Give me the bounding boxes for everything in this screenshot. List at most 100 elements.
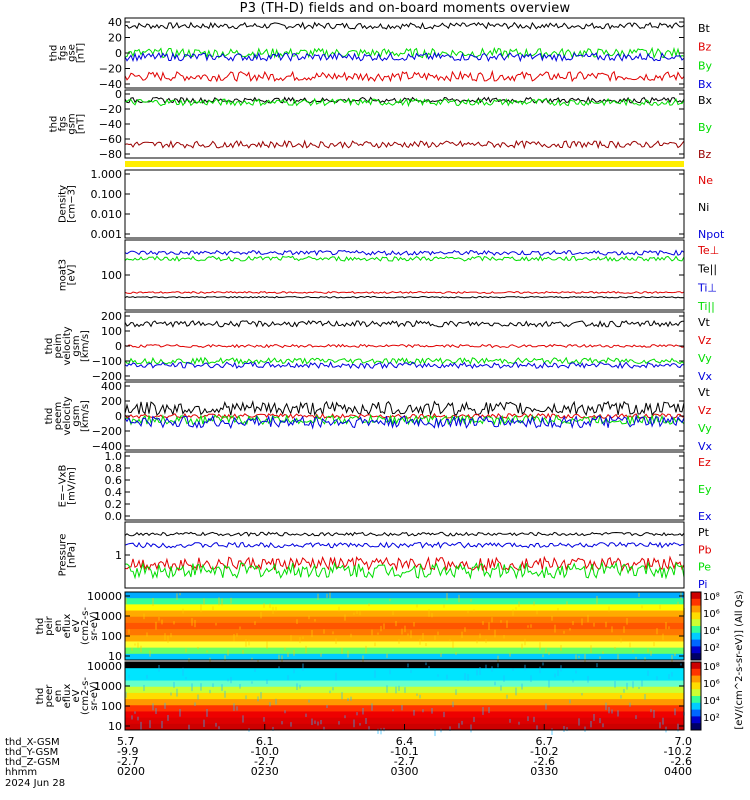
- spectrogram-band: [125, 604, 684, 612]
- spectrogram-texture: [599, 718, 601, 724]
- spectrogram-texture: [212, 606, 214, 611]
- panel-ylabel-line: eV: [71, 689, 82, 702]
- spectrogram-texture: [290, 722, 292, 727]
- spectrogram-texture: [131, 715, 133, 720]
- spectrogram-texture: [560, 665, 562, 672]
- spectrogram-texture: [473, 716, 475, 723]
- spectrogram-texture: [644, 657, 646, 662]
- spectrogram-texture: [566, 601, 568, 605]
- spectrogram-texture: [548, 651, 550, 655]
- spectrogram-texture: [533, 601, 535, 606]
- spectrogram-texture: [317, 593, 319, 600]
- spectrogram-texture: [326, 704, 328, 708]
- spectrogram-texture: [614, 681, 616, 688]
- legend-Bt: Bt: [698, 22, 711, 35]
- legend-Te||: Te||: [697, 263, 717, 276]
- ephemeris-value: 0400: [664, 765, 692, 778]
- spectrogram-texture: [530, 624, 532, 628]
- series-line-Bz: [124, 139, 685, 150]
- spectrogram-texture: [638, 686, 640, 690]
- spectrogram-texture: [680, 663, 682, 667]
- series-line-Te⊥: [124, 290, 685, 294]
- ephemeris-value: 0330: [530, 765, 558, 778]
- spectrogram-texture: [470, 724, 472, 733]
- panel-ylabel-line: eV: [71, 619, 82, 632]
- spectrogram-texture: [569, 699, 571, 704]
- panel-ylabel-line: fgs: [58, 116, 69, 131]
- spectrogram-texture: [449, 639, 451, 642]
- spectrogram-texture: [404, 687, 406, 693]
- spectrogram-texture: [431, 708, 433, 714]
- ephemeris-value: 7.0: [675, 735, 693, 748]
- legend-Bz: Bz: [698, 148, 712, 161]
- spectrogram-texture: [506, 620, 508, 628]
- spectrogram-texture: [446, 593, 448, 601]
- ephemeris-row-label: hhmm: [5, 767, 37, 778]
- spectrogram-texture: [479, 666, 481, 675]
- spectrogram-texture: [356, 712, 358, 716]
- ephemeris-value: 6.7: [536, 735, 554, 748]
- spectrogram-texture: [590, 645, 592, 653]
- spectrogram-texture: [647, 648, 649, 653]
- y-tick-label: 0.100: [91, 188, 123, 201]
- spectrogram-texture: [512, 609, 514, 616]
- colorbar-frame: [690, 591, 702, 661]
- spectrogram-texture: [134, 711, 136, 714]
- legend-Vz: Vz: [698, 404, 712, 417]
- spectrogram-texture: [149, 650, 151, 657]
- spectrogram-texture: [332, 631, 334, 635]
- spectrogram-texture: [131, 647, 133, 651]
- spectrogram-texture: [536, 610, 538, 615]
- legend-Ez: Ez: [698, 456, 711, 469]
- spectrogram-texture: [254, 621, 256, 625]
- spectrogram-texture: [239, 626, 241, 630]
- spectrogram-texture: [317, 721, 319, 726]
- y-tick-label: 0.6: [105, 474, 123, 487]
- spectrogram-texture: [185, 677, 187, 680]
- spectrogram-texture: [287, 652, 289, 658]
- spectrogram-texture: [434, 635, 436, 640]
- y-tick-label: 100: [101, 325, 122, 338]
- panel-efield: E=−VxB[mV/m]: [58, 451, 685, 521]
- spectrogram-texture: [155, 708, 157, 715]
- spectrogram-texture: [170, 692, 172, 696]
- spectrogram-texture: [215, 722, 217, 727]
- spectrogram-band: [125, 647, 684, 655]
- panel-frame: [124, 169, 685, 239]
- spectrogram-texture: [155, 621, 157, 630]
- spectrogram-texture: [476, 669, 478, 676]
- spectrogram-texture: [653, 709, 655, 718]
- spectrogram-texture: [527, 625, 529, 628]
- panel-ylabel-line: velocity: [62, 396, 73, 435]
- spectrogram-texture: [125, 691, 127, 698]
- y-tick-label: 100: [101, 700, 122, 713]
- spectrogram-texture: [407, 633, 409, 636]
- y-tick-label: 1.0: [105, 450, 123, 463]
- panel-ylabel-line: sr-eV): [89, 681, 100, 710]
- spectrogram-texture: [491, 666, 493, 672]
- spectrogram-texture: [365, 645, 367, 654]
- spectrogram-texture: [368, 726, 370, 731]
- panel-ylabel-line: peem: [53, 402, 64, 430]
- spectrogram-band: [125, 598, 684, 605]
- spectrogram-texture: [413, 622, 415, 627]
- spectrogram-texture: [386, 653, 388, 658]
- spectrogram-texture: [482, 621, 484, 625]
- panel-ylabel-line: [cm−3]: [67, 185, 78, 223]
- y-tick-label: −80: [99, 148, 122, 161]
- spectrogram-texture: [308, 615, 310, 620]
- panel-temperature: moat3[eV]: [58, 239, 685, 311]
- chart-title: P3 (TH-D) fields and on-board moments ov…: [239, 1, 571, 16]
- spectrogram-texture: [203, 719, 205, 727]
- spectrogram-texture: [458, 723, 460, 729]
- spectrogram-texture: [140, 645, 142, 653]
- panel-ylabel-line: thd: [49, 116, 60, 133]
- spectrogram-texture: [389, 669, 391, 675]
- y-tick-label: 0: [115, 88, 122, 101]
- spectrogram-texture: [494, 629, 496, 638]
- spectrogram-texture: [284, 710, 286, 714]
- series-line-Bx: [124, 51, 685, 63]
- y-tick-label: 1000: [94, 680, 122, 693]
- panel-ylabel-line: Density: [58, 185, 69, 223]
